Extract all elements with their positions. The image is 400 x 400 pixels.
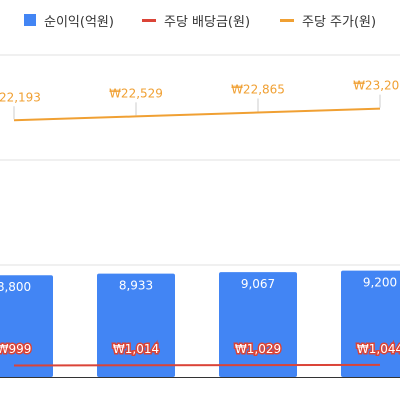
line-stock-price [13, 107, 381, 122]
stock-price-label-0: ₩22,193 [0, 90, 41, 104]
line-dividend [13, 363, 381, 367]
legend-swatch-net-income [24, 14, 36, 26]
bar-label-net-income-3: 9,200 [363, 276, 397, 290]
legend-item-stock-price[interactable]: 주당 주가(원) [280, 10, 376, 30]
chart-legend: 순이익(억원) 주당 배당금(원) 주당 주가(원) [0, 10, 400, 30]
legend-item-net-income[interactable]: 순이익(억원) [24, 10, 114, 30]
bar-net-income-0[interactable] [0, 275, 53, 377]
dividend-label-1: ₩1,014 [113, 342, 159, 356]
legend-swatch-stock-price [280, 18, 294, 22]
stock-price-label-1: ₩22,529 [109, 86, 163, 100]
stock-price-label-2: ₩22,865 [231, 83, 285, 97]
bar-label-net-income-0: 8,800 [0, 280, 31, 294]
bar-net-income-2[interactable] [219, 272, 297, 377]
bar-net-income-1[interactable] [97, 273, 175, 377]
legend-label-stock-price: 주당 주가(원) [302, 14, 377, 30]
legend-swatch-dividend [142, 18, 156, 22]
stock-price-label-3: ₩23,202 [353, 79, 400, 93]
bar-net-income-3[interactable] [341, 270, 400, 377]
legend-label-dividend: 주당 배당금(원) [164, 14, 251, 30]
legend-label-net-income: 순이익(억원) [44, 14, 114, 30]
dividend-label-0: ₩999 [0, 342, 31, 356]
bar-label-net-income-1: 8,933 [119, 279, 153, 293]
legend-item-dividend[interactable]: 주당 배당금(원) [142, 10, 250, 30]
dividend-label-3: ₩1,044 [357, 342, 400, 356]
bar-label-net-income-2: 9,067 [241, 277, 275, 291]
dividend-label-2: ₩1,029 [235, 342, 281, 356]
